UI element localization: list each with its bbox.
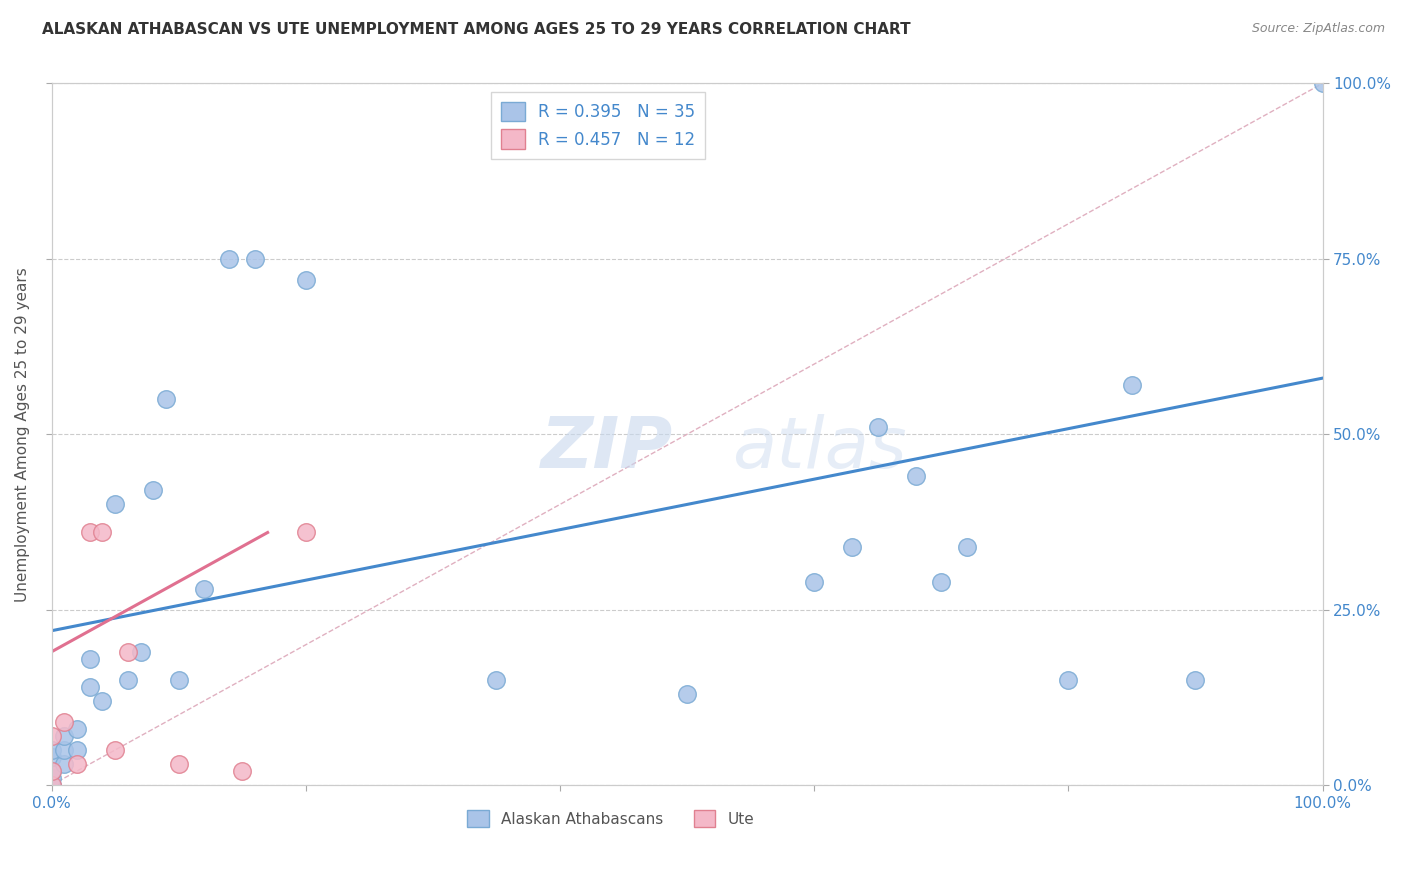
Point bbox=[66, 722, 89, 736]
Point bbox=[41, 729, 63, 743]
Point bbox=[1057, 673, 1080, 687]
Point bbox=[91, 525, 114, 540]
Point bbox=[803, 574, 825, 589]
Point bbox=[79, 652, 101, 666]
Point bbox=[41, 778, 63, 792]
Point bbox=[41, 778, 63, 792]
Point bbox=[1312, 77, 1334, 91]
Point bbox=[866, 420, 889, 434]
Point bbox=[167, 757, 190, 772]
Point bbox=[485, 673, 508, 687]
Point bbox=[53, 743, 76, 757]
Point bbox=[1184, 673, 1206, 687]
Point bbox=[841, 540, 863, 554]
Text: ALASKAN ATHABASCAN VS UTE UNEMPLOYMENT AMONG AGES 25 TO 29 YEARS CORRELATION CHA: ALASKAN ATHABASCAN VS UTE UNEMPLOYMENT A… bbox=[42, 22, 911, 37]
Point bbox=[956, 540, 979, 554]
Point bbox=[929, 574, 952, 589]
Text: ZIP: ZIP bbox=[541, 414, 673, 483]
Point bbox=[167, 673, 190, 687]
Point bbox=[155, 392, 177, 407]
Point bbox=[294, 525, 316, 540]
Point bbox=[104, 743, 127, 757]
Point bbox=[91, 694, 114, 708]
Point bbox=[41, 743, 63, 757]
Point bbox=[676, 687, 699, 701]
Point bbox=[218, 252, 240, 266]
Point bbox=[904, 469, 927, 483]
Point bbox=[41, 764, 63, 778]
Point bbox=[79, 680, 101, 694]
Point bbox=[53, 714, 76, 729]
Point bbox=[104, 498, 127, 512]
Point bbox=[1121, 378, 1143, 392]
Point bbox=[193, 582, 215, 596]
Point bbox=[41, 764, 63, 778]
Point bbox=[117, 645, 139, 659]
Point bbox=[142, 483, 165, 498]
Point bbox=[41, 750, 63, 764]
Point bbox=[66, 757, 89, 772]
Point bbox=[79, 525, 101, 540]
Point bbox=[66, 743, 89, 757]
Point bbox=[53, 757, 76, 772]
Y-axis label: Unemployment Among Ages 25 to 29 years: Unemployment Among Ages 25 to 29 years bbox=[15, 267, 30, 601]
Point bbox=[243, 252, 266, 266]
Point bbox=[231, 764, 253, 778]
Point bbox=[117, 673, 139, 687]
Point bbox=[53, 729, 76, 743]
Point bbox=[294, 273, 316, 287]
Point bbox=[129, 645, 152, 659]
Legend: Alaskan Athabascans, Ute: Alaskan Athabascans, Ute bbox=[461, 804, 761, 834]
Text: Source: ZipAtlas.com: Source: ZipAtlas.com bbox=[1251, 22, 1385, 36]
Point bbox=[41, 771, 63, 785]
Text: atlas: atlas bbox=[731, 414, 907, 483]
